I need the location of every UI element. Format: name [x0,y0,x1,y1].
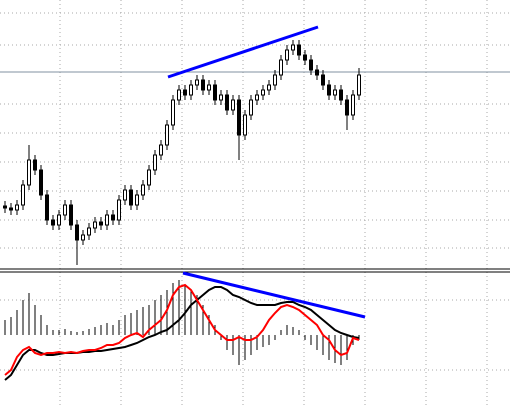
candle-body [285,49,289,61]
candle-body [111,214,115,221]
indicator-line [4,283,360,376]
candle-body [3,205,7,209]
candle-body [51,219,55,226]
candle-body [243,114,247,136]
candle-body [135,194,139,206]
candle-body [351,94,355,116]
candle-body [213,84,217,101]
candle-body [309,59,313,71]
candle-body [195,79,199,86]
candle-body [261,89,265,96]
candle-body [357,74,361,96]
candle-body [165,124,169,146]
candle-body [45,194,49,221]
trend-line [167,25,319,79]
candle-body [327,84,331,96]
candle-body [147,169,151,186]
candle-body [69,204,73,226]
candle-body [27,159,31,186]
candle-body [183,89,187,96]
candle-body [87,227,91,236]
candle-body [93,221,97,229]
candle-body [153,154,157,171]
candle-body [255,94,259,101]
trend-line [182,271,366,319]
candle-body [129,189,133,206]
candle-body [57,214,61,226]
candle-body [225,94,229,111]
candle-body [105,214,109,226]
candle-body [273,74,277,86]
candle-body [21,184,25,206]
candle-body [297,44,301,56]
candle-body [231,99,235,111]
candle-body [117,199,121,221]
candle-body [201,79,205,91]
candle-body [159,144,163,156]
candle-body [189,84,193,96]
candle-body [303,54,307,61]
marks [3,40,361,381]
candle-body [81,234,85,241]
candle-body [237,99,241,136]
candle-body [219,94,223,101]
candle-body [345,99,349,116]
candle-body [249,99,253,116]
candle-body [33,159,37,171]
candle-body [279,59,283,76]
candle-body [267,84,271,91]
candle-body [75,224,79,241]
candle-body [171,99,175,126]
candle-body [333,89,337,96]
candle-body [321,74,325,86]
candle-body [39,169,43,196]
candle-body [99,221,103,226]
candle-body [315,69,319,76]
candle-body [9,207,13,211]
candle-body [141,184,145,196]
candle-body [15,204,19,211]
candle-body [123,189,127,201]
candle-body [207,84,211,91]
candle-body [63,204,67,216]
candle-body [177,89,181,101]
candle-body [291,44,295,51]
candle-body [339,89,343,101]
